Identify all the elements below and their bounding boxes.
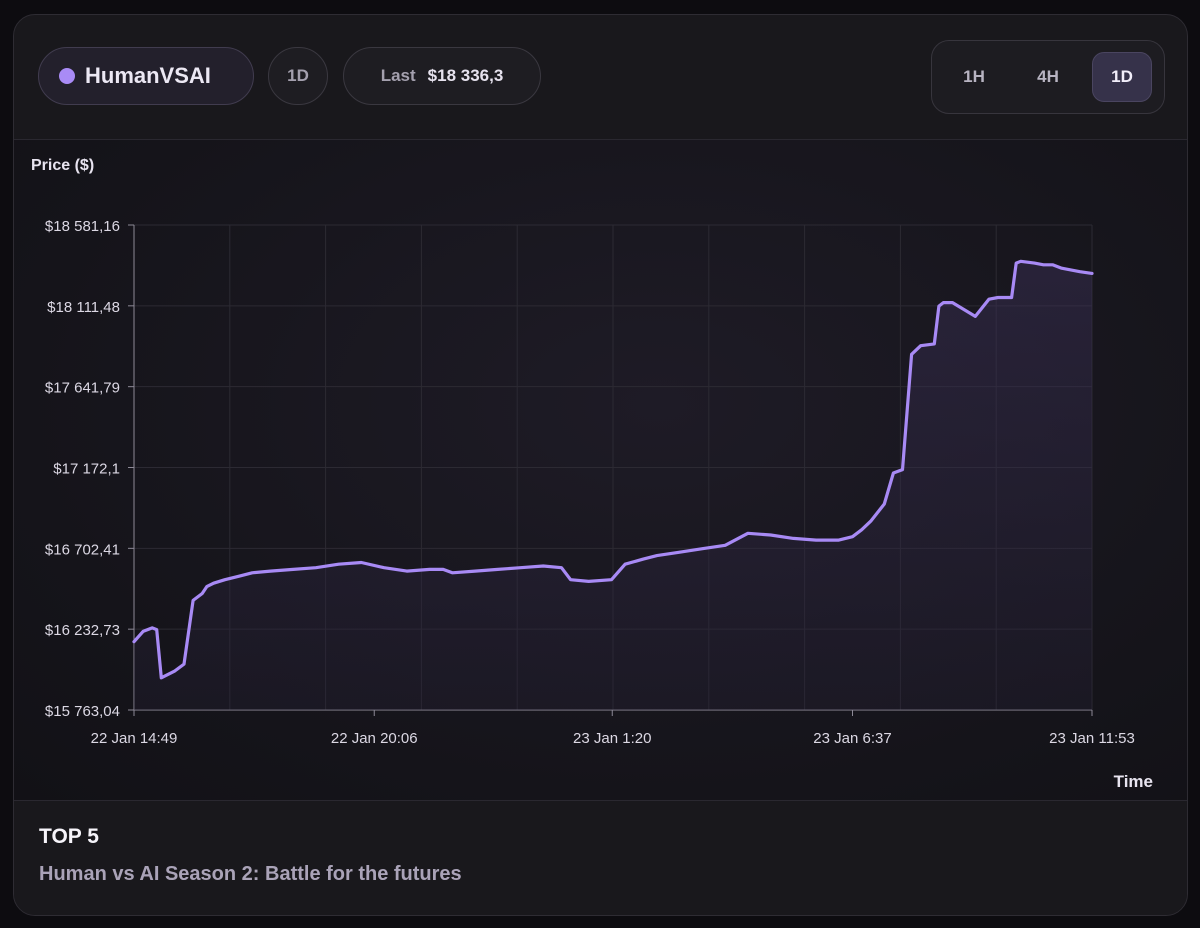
y-tick-label: $17 172,1: [53, 461, 120, 478]
price-line: [132, 259, 1094, 680]
x-tick-label: 23 Jan 6:37: [813, 730, 891, 747]
x-tick-label: 22 Jan 20:06: [331, 730, 418, 747]
axis-labels: $18 581,16 $18 111,48 $17 641,79 $17 172,1 $…: [45, 218, 1135, 747]
x-tick-label: 22 Jan 14:49: [91, 730, 178, 747]
last-price-label: Last: [380, 66, 416, 85]
period-label: 1D: [287, 66, 309, 85]
x-tick-label: 23 Jan 1:20: [573, 730, 651, 747]
footer-title: TOP 5: [39, 825, 99, 848]
timeframe-1h-button[interactable]: 1H: [963, 67, 985, 86]
y-tick-label: $18 111,48: [47, 299, 120, 316]
status-dot-icon: [59, 68, 75, 84]
symbol-pill[interactable]: HumanVSAI: [38, 47, 254, 105]
x-axis-title: Time: [1114, 772, 1153, 791]
timeframe-1d-button[interactable]: 1D: [1092, 52, 1152, 102]
last-price-value: $18 336,3: [427, 66, 504, 85]
last-price-badge: Last $18 336,3: [343, 47, 541, 105]
timeframe-selector: 1H 4H 1D: [931, 40, 1165, 114]
y-tick-label: $18 581,16: [45, 218, 120, 235]
price-chart: $18 581,16 $18 111,48 $17 641,79 $17 172,1 $…: [31, 157, 1153, 791]
chart-footer: TOP 5 Human vs AI Season 2: Battle for t…: [14, 800, 1187, 915]
footer-subtitle: Human vs AI Season 2: Battle for the fut…: [39, 863, 462, 885]
chart-card: HumanVSAI 1D Last $18 336,3 1H 4H 1D: [13, 14, 1188, 916]
timeframe-4h-button[interactable]: 4H: [1037, 67, 1059, 86]
price-area: [134, 261, 1092, 710]
y-axis-title: Price ($): [31, 157, 94, 174]
chart-area: $18 581,16 $18 111,48 $17 641,79 $17 172,1 $…: [14, 140, 1187, 800]
y-tick-label: $16 702,41: [45, 541, 120, 558]
chart-header: HumanVSAI 1D Last $18 336,3 1H 4H 1D: [14, 15, 1187, 140]
y-tick-label: $15 763,04: [45, 703, 120, 720]
y-tick-label: $16 232,73: [45, 622, 120, 639]
x-tick-label: 23 Jan 11:53: [1049, 730, 1135, 747]
symbol-name: HumanVSAI: [85, 63, 211, 88]
period-badge: 1D: [268, 47, 328, 105]
y-tick-label: $17 641,79: [45, 380, 120, 397]
